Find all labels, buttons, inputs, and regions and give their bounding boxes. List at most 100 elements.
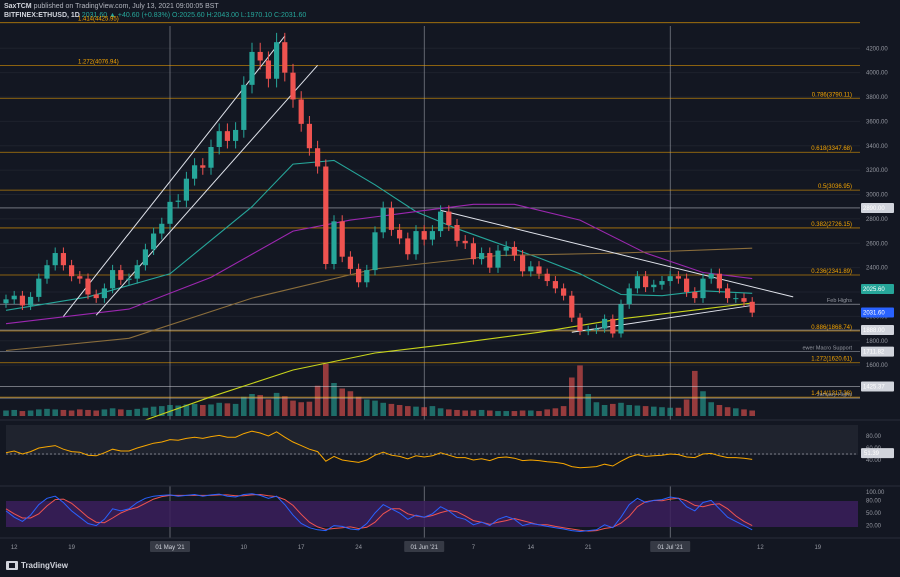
candle-body (101, 288, 107, 299)
volume-bar (700, 391, 706, 416)
fib-label: 1.272(4076.94) (78, 59, 119, 65)
price-tick-label: 3400.00 (866, 144, 888, 150)
candle-body (634, 276, 640, 289)
trendline (571, 304, 753, 333)
rsi-value-tag: 51.39 (864, 451, 880, 457)
time-axis[interactable]: 12 19 01 May '21 10 17 24 01 Jun '21 7 14 21 01 Ju… (11, 541, 822, 552)
level-tag-bg (861, 325, 894, 336)
volume-bar (651, 406, 657, 416)
volume-bar (724, 407, 731, 416)
candle-body (651, 284, 657, 288)
volume-bar (249, 394, 255, 416)
volume-bar (68, 410, 75, 416)
volume-bar (733, 408, 739, 416)
volume-bar (3, 410, 9, 416)
stoch-tick-label: 20.00 (866, 524, 882, 530)
candle-body (438, 211, 444, 232)
candle-body (536, 266, 542, 274)
candle-body (224, 131, 230, 141)
candle-body (167, 201, 173, 224)
level-tag: 1425.37 (863, 384, 885, 390)
volume-bar (191, 403, 198, 416)
volume-bar (306, 401, 313, 416)
volume-bar (601, 405, 608, 416)
symbol-label[interactable]: BITFINEX:ETHUSD, 1D (4, 12, 80, 19)
candle-body (503, 246, 509, 251)
trendline (63, 35, 286, 317)
candle-body (183, 178, 189, 201)
candle-body (544, 273, 550, 282)
volume-bar (339, 388, 345, 416)
candle-body (208, 147, 214, 168)
volume-bar (716, 405, 723, 416)
candle-body (511, 246, 517, 256)
time-tick-label: 21 (585, 545, 592, 551)
volume-bar (101, 409, 108, 416)
volume-bar (454, 409, 460, 416)
level-tag-bg (861, 202, 894, 213)
horizontal-levels: Feb Highs ewer Macro Support January Highs (0, 207, 860, 399)
level-tag: 1888.00 (863, 328, 885, 334)
candle-body (380, 207, 386, 233)
volume-bar (634, 405, 641, 416)
candle-body (290, 72, 296, 100)
stoch-k-line (5, 493, 753, 533)
volume-bar (519, 410, 526, 416)
volume-bar (659, 407, 665, 416)
fib-label: 0.886(1868.74) (811, 325, 852, 331)
volume-bar (167, 405, 173, 416)
volume-bar (503, 411, 509, 416)
volume-bar (241, 396, 247, 416)
volume-bars (3, 363, 755, 416)
volume-bar (290, 400, 296, 416)
volume-bar (396, 405, 403, 416)
price-tick-label: 1800.00 (866, 339, 888, 345)
volume-bar (560, 406, 567, 416)
rsi-band (6, 425, 858, 455)
volume-bar (60, 409, 67, 416)
candle-body (528, 266, 534, 272)
volume-bar (569, 377, 575, 416)
volume-bar (44, 408, 50, 416)
logo-text: TradingView (21, 561, 68, 570)
candle-body (93, 294, 99, 299)
candle-body (200, 165, 206, 168)
candle-body (569, 295, 575, 318)
stoch-tick-label: 50.00 (866, 511, 882, 517)
candle-body (257, 51, 263, 61)
candle-body (487, 253, 493, 268)
volume-bar (741, 409, 747, 416)
volume-bar (683, 399, 690, 416)
volume-bar (577, 365, 583, 416)
candle-body (306, 123, 312, 149)
candle-body (118, 270, 124, 280)
ema20-line (5, 159, 753, 311)
fib-label: 0.786(3790.11) (812, 92, 852, 98)
candle-body (561, 288, 567, 296)
candle-body (52, 253, 58, 266)
volume-bar (150, 406, 157, 416)
volume-bar (232, 403, 239, 416)
candle-body (3, 299, 9, 304)
candle-body (552, 281, 558, 289)
volume-bar (331, 383, 337, 416)
candle-body (339, 221, 345, 257)
candle-body (585, 329, 591, 332)
volume-bar (708, 402, 714, 416)
price-tick-label: 4000.00 (866, 71, 888, 77)
candlesticks (3, 32, 755, 338)
volume-bar (273, 392, 280, 416)
level-label: ewer Macro Support (802, 346, 852, 352)
author-name: SaxTCM (4, 3, 32, 10)
volume-bar (175, 405, 181, 416)
volume-bar (355, 396, 362, 416)
volume-bar (216, 402, 222, 416)
candle-body (85, 278, 91, 295)
candle-body (265, 60, 271, 79)
fib-label: 0.382(2726.15) (811, 222, 852, 228)
tradingview-logo[interactable]: TradingView (6, 561, 68, 570)
candle-body (282, 42, 288, 73)
price-tick-label: 4200.00 (866, 46, 888, 52)
rsi-tick-label: 40.00 (866, 458, 882, 464)
